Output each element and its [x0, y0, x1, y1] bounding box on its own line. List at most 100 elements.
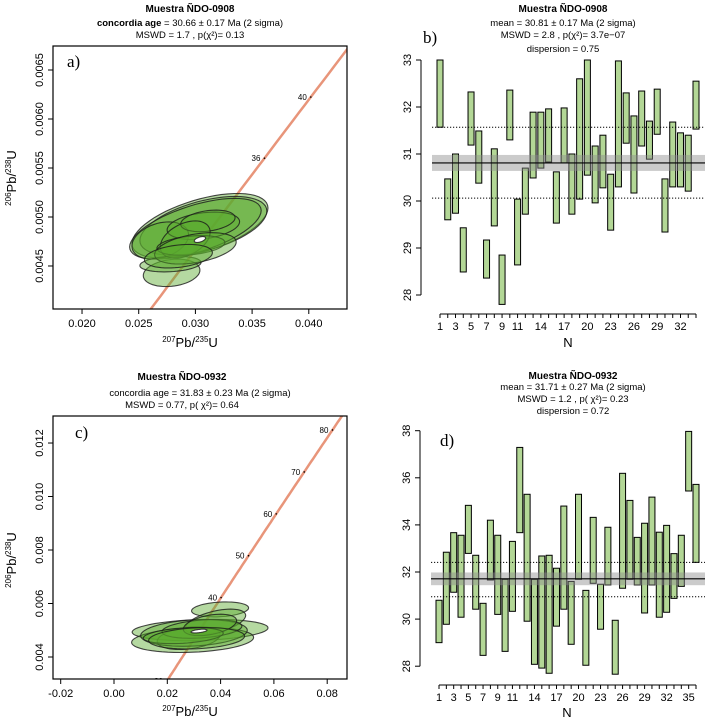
age-bar	[472, 554, 480, 610]
y-tick-label: 38	[401, 425, 413, 437]
x-tick-label: 14	[528, 692, 540, 704]
stat-label: concordia age	[109, 388, 169, 399]
x-tick-label: 9	[499, 321, 505, 333]
y-tick-label: 0.008	[34, 536, 46, 564]
ylabel-pre: 206	[4, 192, 13, 206]
y-tick-label: 0.0050	[34, 200, 46, 234]
x-tick-label: 0.04	[210, 688, 231, 700]
age-bar	[575, 493, 583, 580]
xlabel-sup: 235	[195, 704, 209, 713]
panel-b-dispersion: dispersion = 0.75	[527, 44, 600, 55]
age-bar	[498, 254, 506, 305]
x-tick-label: 0.020	[68, 318, 96, 330]
age-bar	[653, 88, 661, 135]
age-bar	[560, 505, 568, 610]
x-tick-label: 29	[638, 692, 650, 704]
panel-d-title: Muestra ÑDO-0932	[529, 369, 618, 382]
concordia-age-label: 70	[291, 468, 300, 477]
x-tick-label: 32	[661, 692, 673, 704]
panel-c: Muestra ÑDO-0932 concordia age = 31.83 ±…	[4, 370, 348, 719]
concordia-age-label: 36	[252, 154, 261, 163]
panel-c-concordia-age: concordia age = 31.83 ± 0.23 Ma (2 sigma…	[109, 388, 290, 399]
age-bar	[661, 178, 669, 233]
panel-a-x-axis-title: 207Pb/235U	[162, 335, 218, 350]
concordia-age-label: 40	[208, 594, 217, 603]
panel-a-label: a)	[67, 52, 80, 71]
concordia-age-tick	[247, 554, 250, 557]
x-tick-label: 17	[550, 692, 562, 704]
age-bar	[641, 522, 649, 614]
age-bar	[669, 121, 677, 188]
x-tick-label: 20	[581, 321, 593, 333]
age-bar	[552, 567, 560, 627]
age-bar	[521, 167, 529, 215]
age-bar	[655, 531, 663, 618]
ylabel-mid: Pb/	[4, 173, 19, 193]
x-tick-label: 0.08	[316, 688, 337, 700]
age-bar	[638, 90, 646, 147]
age-bar	[568, 153, 576, 215]
concordia-age-label: 60	[263, 510, 272, 519]
xlabel-pre: 207	[162, 335, 176, 344]
age-bar	[508, 540, 516, 612]
age-bar	[444, 178, 452, 221]
y-tick-label: 0.010	[34, 483, 46, 511]
ylabel-sup: 238	[4, 159, 13, 173]
age-bar	[645, 120, 653, 160]
panel-c-y-axis-title: 206Pb/238U	[4, 532, 19, 588]
x-tick-label: 0.025	[125, 318, 153, 330]
age-bar	[552, 171, 560, 224]
error-ellipse	[143, 243, 213, 269]
panel-d: Muestra ÑDO-0932 mean = 31.71 ± 0.27 Ma …	[401, 369, 705, 720]
x-tick-label: 0.040	[295, 318, 323, 330]
panel-c-title: Muestra ÑDO-0932	[138, 370, 227, 383]
x-tick-label: 0.00	[103, 688, 124, 700]
y-tick-label: 0.0045	[34, 249, 46, 283]
age-bar	[582, 589, 590, 666]
x-tick-label: 29	[651, 321, 663, 333]
x-tick-label: 3	[451, 692, 457, 704]
age-bar	[538, 555, 546, 669]
panel-a-mswd: MSWD = 1.7 , p(χ²)= 0.13	[136, 30, 244, 41]
age-bar	[523, 493, 531, 622]
concordia-age-label: 40	[298, 93, 307, 102]
x-tick-label: 32	[674, 321, 686, 333]
y-tick-label: 29	[402, 242, 414, 254]
age-bar	[614, 60, 622, 188]
age-bar	[576, 78, 584, 200]
panel-c-mswd: MSWD = 0.77, p( χ²)= 0.64	[125, 400, 239, 411]
x-tick-label: 9	[495, 692, 501, 704]
age-bar	[459, 227, 467, 273]
age-bar	[685, 430, 693, 492]
age-bar	[604, 526, 612, 586]
error-ellipse	[156, 235, 226, 256]
age-bar	[514, 198, 522, 266]
age-bar	[599, 134, 607, 189]
concordia-age-tick	[303, 471, 306, 473]
y-tick-label: 30	[401, 613, 413, 625]
y-tick-label: 32	[402, 101, 414, 113]
concordia-age-label: 80	[320, 426, 329, 435]
x-tick-label: 35	[683, 692, 695, 704]
age-bar	[545, 554, 553, 674]
y-tick-label: 0.0065	[34, 53, 46, 87]
age-bar	[545, 108, 553, 163]
age-bar	[560, 107, 568, 164]
panel-d-mswd: MSWD = 1.2 , p( χ²)= 0.23	[517, 394, 628, 405]
x-tick-label: 5	[465, 692, 471, 704]
x-tick-label: 7	[480, 692, 486, 704]
panel-a: Muestra ÑDO-0908 concordia age = 30.66 ±…	[4, 2, 348, 350]
y-tick-label: 0.0060	[34, 102, 46, 136]
age-bar	[457, 534, 465, 618]
y-tick-label: 34	[401, 519, 413, 531]
age-bar	[475, 130, 483, 184]
age-bar	[530, 578, 538, 665]
x-tick-label: 20	[572, 692, 584, 704]
y-tick-label: 31	[402, 148, 414, 160]
concordia-age-ellipse	[190, 628, 208, 634]
xlabel-post: U	[208, 704, 217, 719]
age-bar	[479, 602, 487, 656]
y-tick-label: 33	[402, 54, 414, 66]
panel-a-concordia-age: concordia age = 30.66 ± 0.17 Ma (2 sigma…	[97, 18, 283, 29]
ylabel-post: U	[4, 532, 19, 541]
